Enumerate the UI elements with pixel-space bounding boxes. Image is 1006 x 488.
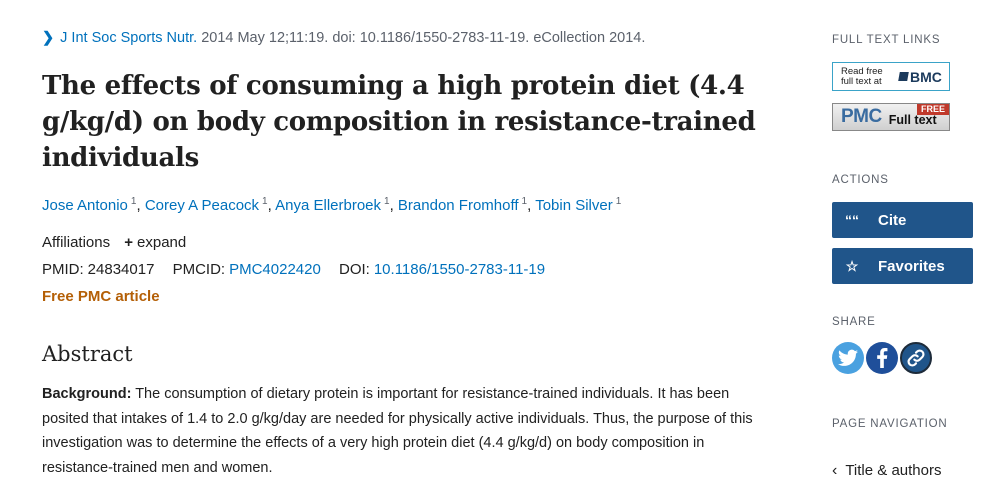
author-link[interactable]: Jose Antonio [42, 197, 128, 214]
affiliations-row: Affiliations + expand [42, 234, 186, 251]
favorites-label: Favorites [878, 257, 945, 275]
background-label: Background: [42, 386, 132, 402]
citation-line: ❯ J Int Soc Sports Nutr. 2014 May 12;11:1… [42, 30, 645, 46]
author-affil-ref[interactable]: 1 [615, 196, 622, 207]
quote-icon: ““ [845, 212, 859, 228]
pmcid-label: PMCID: [172, 261, 226, 278]
bmc-logo: BMC [898, 69, 942, 85]
author-list: Jose Antonio 1, Corey A Peacock 1, Anya El… [42, 196, 622, 214]
twitter-icon[interactable] [832, 342, 864, 374]
pmc-free-badge: FREE [916, 104, 949, 115]
doi-label: DOI: [339, 261, 370, 278]
pmc-logo: PMC [841, 106, 882, 127]
facebook-icon[interactable] [866, 342, 898, 374]
plus-icon: + [124, 234, 134, 251]
background-text: The consumption of dietary protein is im… [42, 386, 753, 476]
star-icon: ☆ [845, 257, 859, 274]
expand-affiliations-button[interactable]: + expand [124, 234, 187, 251]
share-heading: SHARE [832, 316, 876, 328]
link-icon[interactable] [900, 342, 932, 374]
pmid-value: 24834017 [87, 261, 155, 278]
bmc-square-icon [898, 72, 909, 81]
affiliations-label: Affiliations [42, 234, 111, 251]
nav-title-authors[interactable]: ‹ Title & authors [832, 462, 942, 479]
author-link[interactable]: Brandon Fromhoff [397, 197, 519, 214]
page-navigation-heading: PAGE NAVIGATION [832, 418, 948, 430]
full-text-links-heading: FULL TEXT LINKS [832, 34, 941, 46]
chevron-left-icon: ‹ [832, 462, 838, 479]
abstract-text: Background: The consumption of dietary p… [42, 382, 770, 480]
bmc-caption: Read free full text at [841, 65, 883, 87]
bmc-full-text-link[interactable]: Read free full text at BMC [832, 62, 950, 91]
identifiers-row: PMID: 24834017 PMCID: PMC4022420 DOI: 10.11… [42, 261, 559, 278]
article-title: The effects of consuming a high protein … [42, 71, 756, 173]
author-affil-ref[interactable]: 1 [130, 196, 137, 207]
author-affil-ref[interactable]: 1 [262, 196, 268, 207]
citation-details: 2014 May 12;11:19. doi: 10.1186/1550-278… [201, 30, 646, 46]
share-buttons [832, 342, 932, 374]
chevron-right-icon[interactable]: ❯ [42, 30, 55, 46]
pmid-label: PMID: [42, 261, 84, 278]
cite-button[interactable]: ““ Cite [832, 202, 973, 238]
doi-link[interactable]: 10.1186/1550-2783-11-19 [373, 261, 546, 278]
pmc-full-text-link[interactable]: PMC Full text FREE [832, 103, 950, 131]
favorites-button[interactable]: ☆ Favorites [832, 248, 973, 284]
free-pmc-label: Free PMC article [42, 288, 160, 305]
author-link[interactable]: Corey A Peacock [144, 197, 260, 214]
pmcid-link[interactable]: PMC4022420 [229, 261, 321, 278]
actions-heading: ACTIONS [832, 174, 889, 186]
author-link[interactable]: Tobin Silver [535, 197, 613, 214]
abstract-heading: Abstract [42, 342, 133, 366]
author-link[interactable]: Anya Ellerbroek [275, 197, 382, 214]
journal-link[interactable]: J Int Soc Sports Nutr. [60, 30, 198, 46]
cite-label: Cite [878, 211, 907, 229]
pmc-full-text-label: Full text [888, 113, 937, 127]
author-affil-ref[interactable]: 1 [521, 196, 528, 207]
author-affil-ref[interactable]: 1 [384, 196, 390, 207]
